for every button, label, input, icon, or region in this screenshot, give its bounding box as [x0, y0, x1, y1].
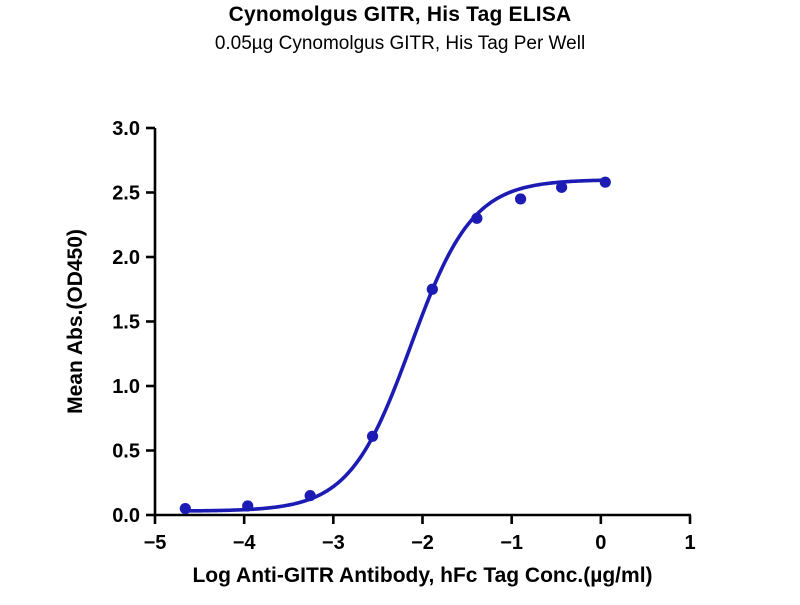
x-tick-label: −5 [144, 532, 167, 554]
data-point [426, 283, 438, 295]
y-tick-label: 2.0 [112, 247, 140, 269]
x-tick-label: 1 [684, 532, 695, 554]
fit-curve [183, 178, 608, 513]
x-tick-label: −2 [411, 532, 434, 554]
y-tick-label: 2.5 [112, 183, 140, 205]
x-tick-label: −4 [233, 532, 257, 554]
y-axis-title: Mean Abs.(OD450) [64, 229, 87, 414]
y-tick-label: 1.0 [112, 376, 140, 398]
data-point [242, 500, 254, 512]
y-tick-label: 0.0 [112, 505, 140, 527]
x-axis-title: Log Anti-GITR Antibody, hFc Tag Conc.(µg… [192, 564, 652, 587]
x-tick-label: 0 [595, 532, 606, 554]
data-point [599, 176, 611, 188]
chart-subtitle: 0.05µg Cynomolgus GITR, His Tag Per Well [214, 33, 586, 54]
data-point [556, 181, 568, 193]
chart-title: Cynomolgus GITR, His Tag ELISA [228, 3, 572, 26]
data-point [304, 490, 316, 502]
data-point [366, 430, 379, 442]
y-tick-label: 0.5 [112, 441, 140, 463]
data-point [471, 212, 483, 224]
data-point [179, 502, 191, 515]
y-tick-label: 1.5 [112, 312, 140, 334]
data-point [514, 193, 527, 205]
x-tick-label: −1 [500, 532, 523, 554]
y-tick-label: 3.0 [112, 118, 140, 140]
x-tick-label: −3 [322, 532, 345, 554]
